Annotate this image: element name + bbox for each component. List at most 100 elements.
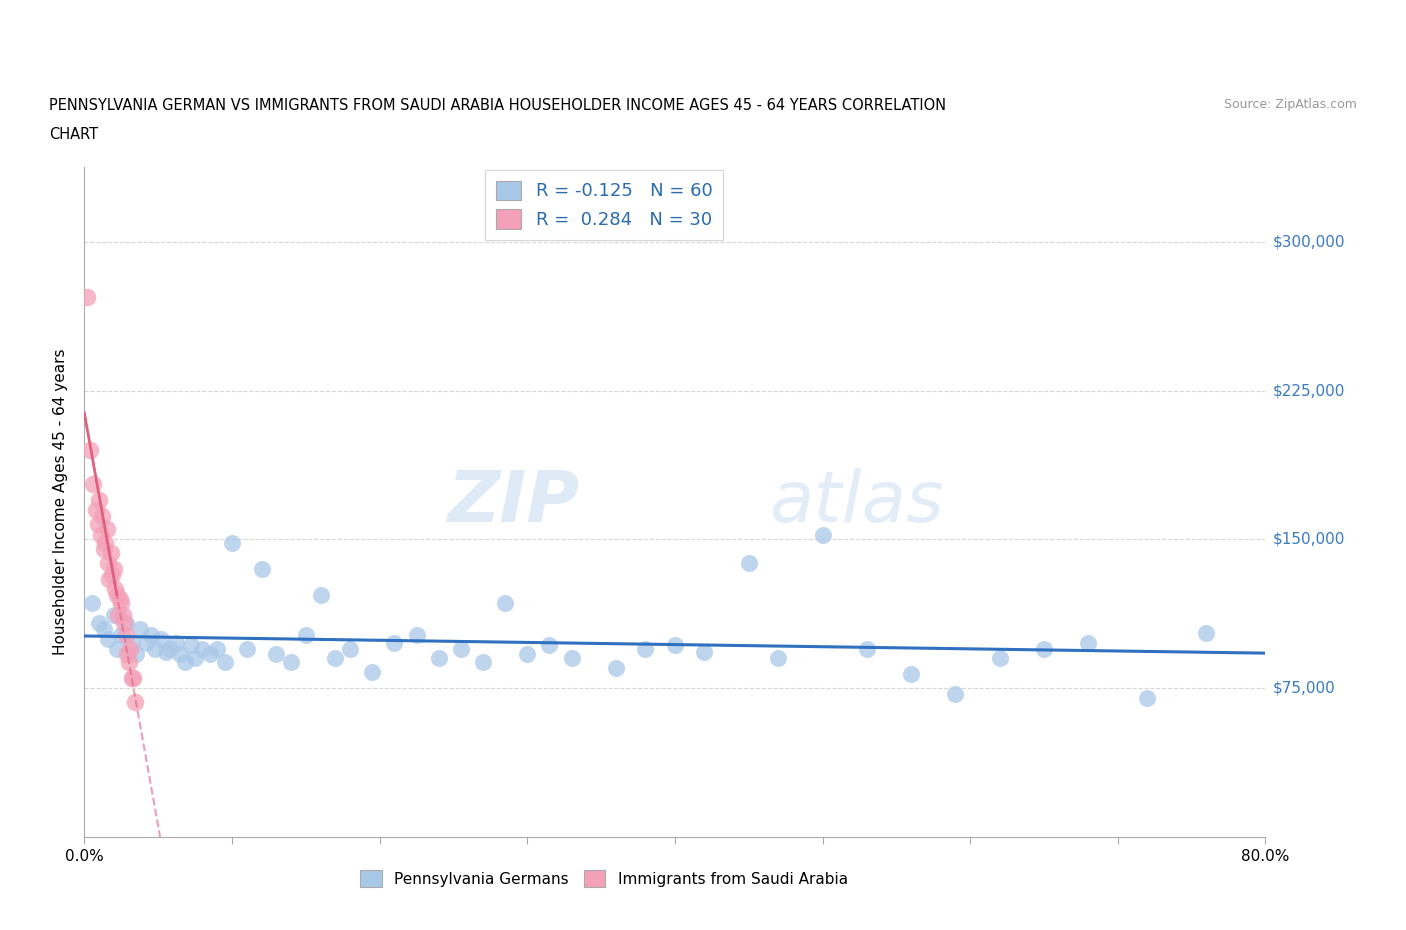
Text: $225,000: $225,000 (1272, 383, 1344, 398)
Point (91, 508, 114, 523)
Point (114, 616, 136, 631)
Point (264, 647, 288, 662)
Point (103, 562, 125, 577)
Point (184, 651, 207, 666)
Text: PENNSYLVANIA GERMAN VS IMMIGRANTS FROM SAUDI ARABIA HOUSEHOLDER INCOME AGES 45 -: PENNSYLVANIA GERMAN VS IMMIGRANTS FROM S… (49, 98, 946, 113)
Text: Source: ZipAtlas.com: Source: ZipAtlas.com (1223, 98, 1357, 111)
Point (155, 645, 177, 660)
Point (1195, 625, 1218, 640)
Point (811, 528, 834, 543)
Point (538, 637, 561, 652)
Point (280, 655, 302, 670)
Point (405, 627, 427, 642)
Point (111, 607, 134, 622)
Point (80, 595, 103, 610)
Point (450, 641, 472, 656)
Point (900, 667, 922, 682)
Point (90, 528, 112, 543)
Point (86, 516, 108, 531)
Point (634, 641, 657, 656)
Point (135, 635, 157, 650)
Y-axis label: Householder Income Ages 45 - 64 years: Householder Income Ages 45 - 64 years (53, 349, 69, 656)
Point (118, 655, 141, 670)
Point (738, 556, 761, 571)
Point (125, 647, 148, 662)
Point (110, 627, 132, 642)
Point (309, 588, 332, 603)
Text: $75,000: $75,000 (1272, 681, 1336, 696)
Point (115, 647, 138, 662)
Point (94, 536, 117, 551)
Text: CHART: CHART (49, 127, 98, 142)
Point (112, 616, 135, 631)
Point (121, 635, 143, 650)
Point (82, 476, 104, 491)
Point (250, 562, 273, 577)
Point (143, 641, 166, 656)
Point (382, 635, 406, 650)
Point (693, 645, 716, 660)
Point (494, 595, 516, 610)
Point (605, 661, 627, 676)
Point (323, 651, 347, 666)
Point (79, 443, 101, 458)
Point (173, 655, 195, 670)
Point (516, 647, 538, 662)
Text: $300,000: $300,000 (1272, 234, 1346, 249)
Legend: Pennsylvania Germans, Immigrants from Saudi Arabia: Pennsylvania Germans, Immigrants from Sa… (354, 864, 853, 893)
Point (664, 637, 686, 652)
Point (96, 522, 118, 537)
Point (87, 616, 111, 631)
Point (105, 641, 128, 656)
Point (76, 290, 98, 305)
Point (165, 635, 187, 650)
Point (107, 607, 129, 622)
Point (129, 621, 152, 636)
Point (221, 536, 243, 551)
Point (169, 647, 191, 662)
Point (150, 631, 173, 646)
Point (339, 641, 361, 656)
Point (988, 651, 1011, 666)
Point (108, 591, 131, 606)
Point (235, 641, 259, 656)
Point (361, 665, 384, 680)
Point (114, 627, 136, 642)
Point (98, 572, 121, 587)
Point (1077, 635, 1099, 650)
Point (110, 595, 132, 610)
Point (122, 671, 145, 685)
Point (84, 502, 107, 517)
Point (105, 588, 128, 603)
Point (124, 695, 146, 710)
Point (139, 627, 162, 642)
Point (472, 655, 495, 670)
Point (198, 647, 221, 662)
Point (93, 621, 115, 636)
Point (180, 637, 202, 652)
Point (560, 651, 583, 666)
Point (1032, 641, 1054, 656)
Point (104, 581, 127, 596)
Point (121, 671, 143, 685)
Point (295, 627, 318, 642)
Point (87, 492, 111, 507)
Point (427, 651, 450, 666)
Point (205, 641, 228, 656)
Point (120, 641, 142, 656)
Point (768, 651, 790, 666)
Point (93, 542, 115, 557)
Point (1136, 691, 1159, 706)
Point (191, 641, 214, 656)
Text: $150,000: $150,000 (1272, 532, 1344, 547)
Point (945, 686, 967, 701)
Text: ZIP: ZIP (449, 468, 581, 537)
Text: atlas: atlas (769, 468, 943, 537)
Point (214, 655, 236, 670)
Point (100, 546, 122, 561)
Point (103, 607, 125, 622)
Point (855, 641, 877, 656)
Point (101, 567, 124, 582)
Point (97, 556, 120, 571)
Point (97, 631, 120, 646)
